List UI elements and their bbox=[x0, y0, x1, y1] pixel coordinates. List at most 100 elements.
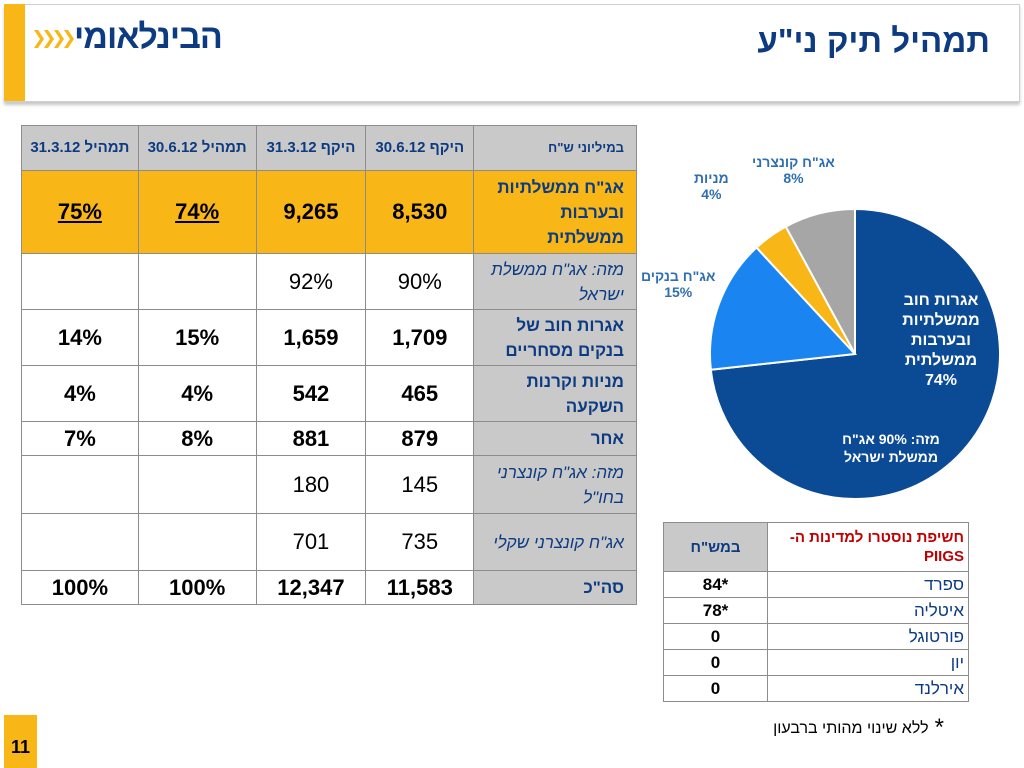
pie-slice-corporate bbox=[784, 208, 856, 355]
pie-note-line: מזה: 90% אג"ח bbox=[842, 431, 940, 447]
pie-note-government: מזה: 90% אג"ח ממשלת ישראל bbox=[811, 430, 971, 466]
row-label: אחר bbox=[473, 421, 637, 456]
row-label: סה"כ bbox=[473, 570, 637, 605]
pie-label-value: 74% bbox=[924, 372, 958, 389]
table-cell: 180 bbox=[255, 455, 367, 514]
table-cell: 0 bbox=[663, 649, 768, 676]
table-row-total: 100% 100% 12,347 11,583 סה"כ bbox=[21, 570, 637, 605]
table-cell: 735 bbox=[365, 513, 475, 571]
table-cell: 15% bbox=[137, 309, 257, 366]
table-row: 7% 8% 881 879 אחר bbox=[21, 421, 637, 456]
column-header: תמהיל 30.6.12 bbox=[137, 125, 257, 171]
table-cell bbox=[21, 253, 139, 310]
row-label: מניות וקרנות השקעה bbox=[473, 365, 637, 422]
table-cell: 11,583 bbox=[365, 570, 475, 605]
column-header: היקף 31.3.12 bbox=[255, 125, 367, 171]
table-cell bbox=[137, 455, 257, 514]
footnote: * ללא שינוי מהותי ברבעון bbox=[773, 714, 944, 742]
table-header-row: במש"ח חשיפת נוסטרו למדינות ה- PIIGS bbox=[663, 522, 969, 572]
row-label: מזה: אג"ח ממשלת ישראל bbox=[473, 253, 637, 310]
pie-label-line: ובערבות bbox=[911, 332, 971, 349]
footnote-text: ללא שינוי מהותי ברבעון bbox=[773, 720, 929, 737]
pie-note-line: ממשלת ישראל bbox=[844, 449, 938, 465]
table-row: 0 אירלנד bbox=[663, 675, 969, 702]
table-cell bbox=[21, 513, 139, 571]
table-cell: 92% bbox=[255, 253, 367, 310]
pie-label-name: אג"ח קונצרני bbox=[752, 154, 835, 170]
table-cell: 78* bbox=[663, 597, 768, 624]
country-label: אירלנד bbox=[767, 675, 969, 702]
table-cell: 74% bbox=[137, 170, 257, 254]
table-cell: 0 bbox=[663, 675, 768, 702]
table-cell: 465 bbox=[365, 365, 475, 422]
table-cell: 90% bbox=[365, 253, 475, 310]
table-row: 75% 74% 9,265 8,530 אג"ח ממשלתיות ובערבו… bbox=[21, 170, 637, 254]
table-row: 4% 4% 542 465 מניות וקרנות השקעה bbox=[21, 365, 637, 422]
pie-label-corporate: אג"ח קונצרני 8% bbox=[752, 154, 835, 186]
country-label: ספרד bbox=[767, 571, 969, 598]
row-label: אגרות חוב של בנקים מסחריים bbox=[473, 309, 637, 366]
pie-label-name: מניות bbox=[694, 170, 729, 186]
column-header: היקף 30.6.12 bbox=[365, 125, 475, 171]
table-cell: 881 bbox=[255, 421, 367, 456]
footnote-star: * bbox=[934, 714, 944, 741]
pie-label-line: ממשלתית bbox=[904, 352, 978, 369]
portfolio-mix-table: תמהיל 31.3.12 תמהיל 30.6.12 היקף 31.3.12… bbox=[21, 125, 637, 605]
bank-logo-icon bbox=[34, 30, 74, 48]
unit-header: במש"ח bbox=[663, 522, 768, 572]
table-cell: 75% bbox=[21, 170, 139, 254]
table-row: 701 735 אג"ח קונצרני שקלי bbox=[21, 513, 637, 571]
table-row: 180 145 מזה: אג"ח קונצרני בחו"ל bbox=[21, 455, 637, 514]
table-cell: 542 bbox=[255, 365, 367, 422]
table-cell: 84* bbox=[663, 571, 768, 598]
table-cell: 701 bbox=[255, 513, 367, 571]
header-accent-bar bbox=[4, 4, 25, 101]
unit-header: במיליוני ש"ח bbox=[473, 125, 637, 171]
table-row: 92% 90% מזה: אג"ח ממשלת ישראל bbox=[21, 253, 637, 310]
portfolio-pie-chart bbox=[709, 208, 1001, 500]
table-cell: 879 bbox=[365, 421, 475, 456]
pie-label-line: ממשלתיות bbox=[902, 312, 980, 329]
bank-logo-text: הבינלאומי bbox=[74, 18, 223, 56]
table-cell: 1,709 bbox=[365, 309, 475, 366]
row-label: מזה: אג"ח קונצרני בחו"ל bbox=[473, 455, 637, 514]
table-cell: 9,265 bbox=[255, 170, 367, 254]
table-cell: 0 bbox=[663, 623, 768, 650]
table-cell: 12,347 bbox=[255, 570, 367, 605]
table-cell: 7% bbox=[21, 421, 139, 456]
table-row: 0 פורטוגל bbox=[663, 623, 969, 650]
table-cell: 100% bbox=[21, 570, 139, 605]
piigs-exposure-table: במש"ח חשיפת נוסטרו למדינות ה- PIIGS 84* … bbox=[663, 522, 969, 702]
pie-label-value: 8% bbox=[783, 170, 804, 186]
table-cell: 100% bbox=[137, 570, 257, 605]
slide-title: תמהיל תיק ני"ע bbox=[757, 22, 990, 59]
pie-label-government: אגרות חוב ממשלתיות ובערבות ממשלתית 74% bbox=[876, 291, 1006, 391]
table-cell: 145 bbox=[365, 455, 475, 514]
table-cell: 14% bbox=[21, 309, 139, 366]
table-cell bbox=[21, 455, 139, 514]
column-header: תמהיל 31.3.12 bbox=[21, 125, 139, 171]
table-cell: 8,530 bbox=[365, 170, 475, 254]
pie-label-equity: מניות 4% bbox=[694, 170, 729, 202]
pie-slice-banks bbox=[709, 246, 858, 371]
pie-label-line: אגרות חוב bbox=[903, 292, 979, 309]
row-label: אג"ח ממשלתיות ובערבות ממשלתית bbox=[473, 170, 637, 254]
pie-label-value: 4% bbox=[701, 186, 722, 202]
table-cell: 4% bbox=[137, 365, 257, 422]
table-cell: 4% bbox=[21, 365, 139, 422]
table-cell bbox=[137, 253, 257, 310]
piigs-title: חשיפת נוסטרו למדינות ה- PIIGS bbox=[767, 522, 969, 572]
slide-header bbox=[4, 4, 1020, 102]
country-label: איטליה bbox=[767, 597, 969, 624]
page-number-box: 11 bbox=[4, 715, 37, 768]
row-label: אג"ח קונצרני שקלי bbox=[473, 513, 637, 571]
page-number: 11 bbox=[10, 737, 31, 757]
table-cell: 1,659 bbox=[255, 309, 367, 366]
pie-label-banks: אג"ח בנקים 15% bbox=[641, 268, 715, 300]
table-header-row: תמהיל 31.3.12 תמהיל 30.6.12 היקף 31.3.12… bbox=[21, 125, 637, 171]
pie-label-name: אג"ח בנקים bbox=[641, 268, 716, 284]
pie-label-value: 15% bbox=[664, 284, 693, 300]
table-cell bbox=[137, 513, 257, 571]
country-label: פורטוגל bbox=[767, 623, 969, 650]
table-cell: 8% bbox=[137, 421, 257, 456]
